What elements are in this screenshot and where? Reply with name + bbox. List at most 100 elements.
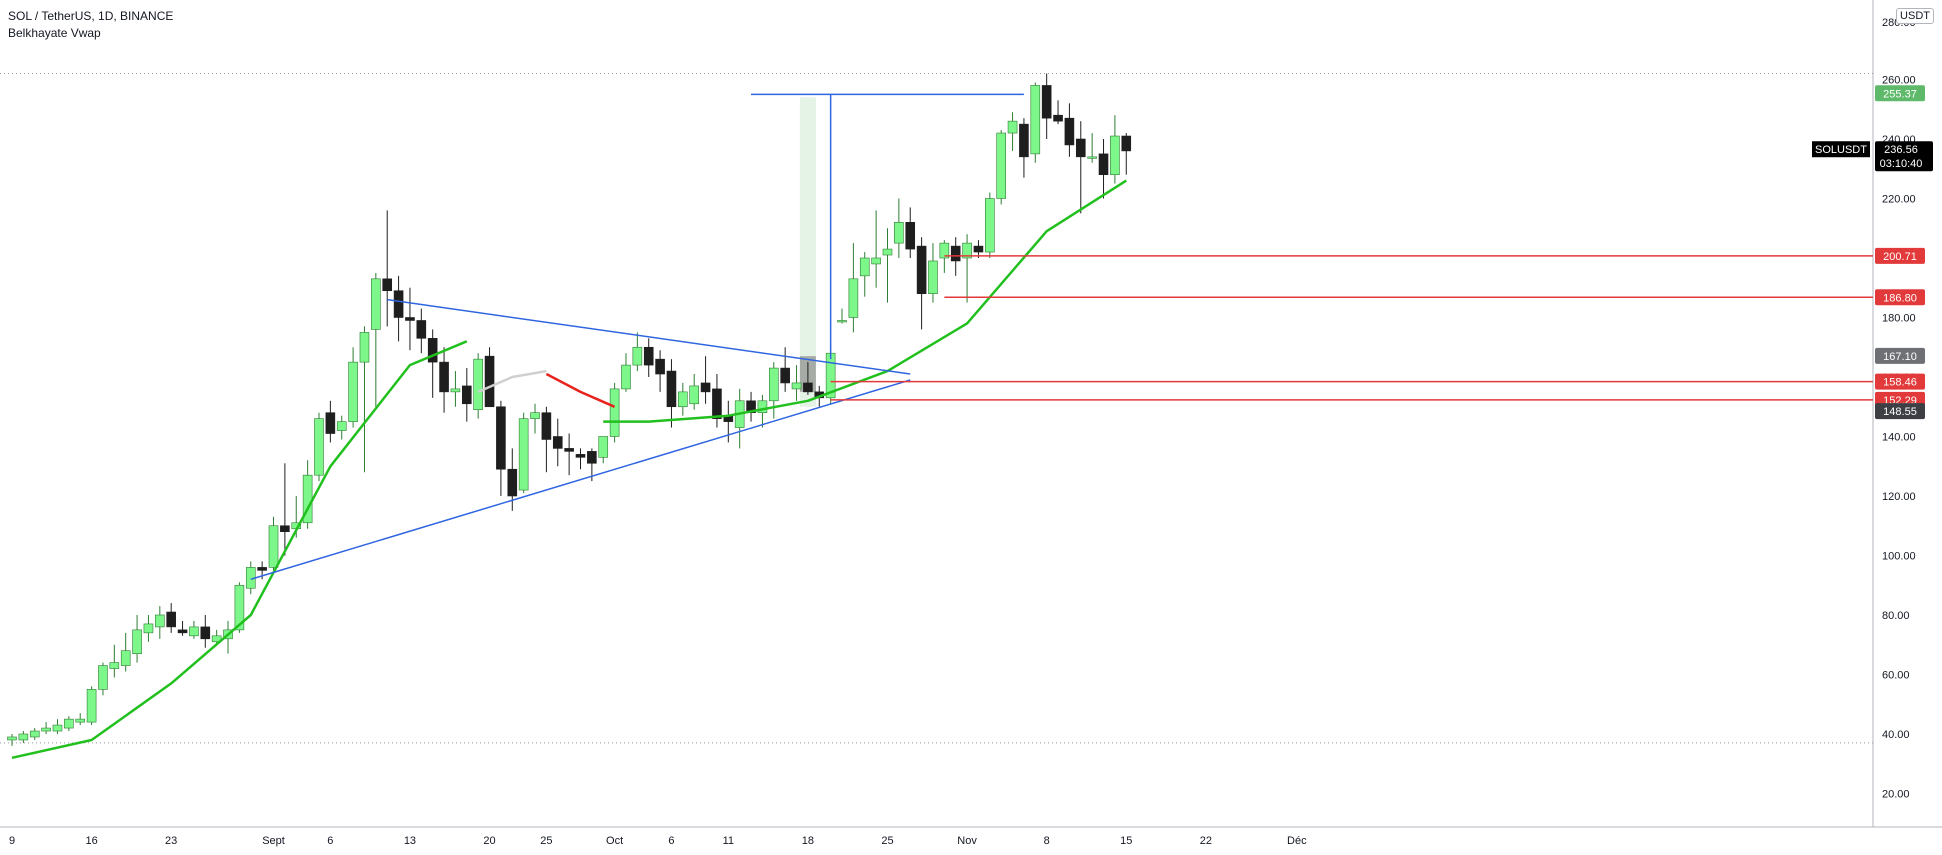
candle-body xyxy=(1007,120,1018,134)
y-tick-label: 220.00 xyxy=(1882,194,1916,206)
candle-body xyxy=(916,245,927,295)
candle xyxy=(473,353,483,419)
candle xyxy=(518,412,529,494)
candle xyxy=(1121,133,1132,175)
y-tick-label: 100.00 xyxy=(1882,551,1916,563)
candle-body xyxy=(268,525,279,568)
candle xyxy=(166,603,176,633)
candle xyxy=(155,606,165,639)
candle-body xyxy=(439,361,449,393)
candle xyxy=(552,418,563,467)
candle xyxy=(461,368,472,422)
y-tick-label: 140.00 xyxy=(1882,432,1916,444)
candle xyxy=(393,275,404,342)
candle xyxy=(1041,73,1052,139)
candle-body xyxy=(132,629,142,654)
candle xyxy=(132,615,142,663)
candle xyxy=(700,356,711,404)
candle-body xyxy=(86,689,97,723)
candle xyxy=(359,326,370,473)
candle-body xyxy=(336,421,347,431)
candle xyxy=(1030,82,1041,163)
candle-body xyxy=(507,468,518,497)
candle xyxy=(7,734,17,746)
candle-body xyxy=(950,245,961,262)
candle xyxy=(928,243,938,303)
candle-body xyxy=(166,611,176,628)
candle xyxy=(678,382,688,416)
candle xyxy=(314,412,324,482)
candle-body xyxy=(791,382,802,390)
candle xyxy=(996,130,1006,205)
x-tick-label: 22 xyxy=(1200,835,1212,847)
x-tick-label: 20 xyxy=(483,835,495,847)
candle xyxy=(371,272,381,407)
candle xyxy=(780,347,790,392)
candle xyxy=(757,394,768,428)
candle-body xyxy=(700,382,711,393)
x-tick-label: 6 xyxy=(668,835,674,847)
candle xyxy=(325,400,336,443)
candle-body xyxy=(7,736,17,741)
candle xyxy=(336,415,347,440)
x-tick-label: Nov xyxy=(957,835,977,847)
candle xyxy=(689,374,700,410)
currency-badge[interactable]: USDT xyxy=(1896,8,1934,24)
candle-body xyxy=(996,132,1006,199)
candle-body xyxy=(29,730,40,738)
candle-body xyxy=(450,388,461,393)
x-tick-label: Déc xyxy=(1287,835,1307,847)
vwap-line-grey xyxy=(477,369,547,394)
candle-body xyxy=(803,382,813,393)
candle xyxy=(1019,118,1029,178)
candle xyxy=(905,207,916,258)
symbol-title[interactable]: SOL / TetherUS, 1D, BINANCE xyxy=(8,9,174,23)
candle xyxy=(791,365,802,401)
candle xyxy=(120,632,131,672)
candle-body xyxy=(587,451,597,464)
candle-body xyxy=(1053,114,1063,122)
candle-body xyxy=(859,257,870,277)
candle xyxy=(211,629,222,645)
level-price-tag xyxy=(1875,247,1925,264)
price-tag-label: 255.37 xyxy=(1883,88,1917,100)
candle xyxy=(859,252,870,297)
level-price-tag xyxy=(1875,373,1925,390)
candle-body xyxy=(371,278,381,330)
candle xyxy=(803,362,813,395)
level-price-label: 200.71 xyxy=(1883,251,1917,263)
candle-body xyxy=(75,718,86,723)
candle xyxy=(712,374,722,428)
price-tag xyxy=(1875,403,1925,420)
indicator-name[interactable]: Belkhayate Vwap xyxy=(8,26,101,40)
candle xyxy=(598,436,609,464)
candle-body xyxy=(1075,138,1086,158)
candle xyxy=(541,406,552,473)
candle xyxy=(882,228,893,303)
candle-body xyxy=(541,412,552,440)
candle xyxy=(734,388,745,449)
candle-body xyxy=(712,388,722,419)
candle-body xyxy=(643,346,654,366)
candle-body xyxy=(416,320,427,339)
candle-body xyxy=(757,400,768,413)
candle-body xyxy=(848,278,859,318)
candle xyxy=(75,713,86,726)
candle-body xyxy=(189,626,199,637)
x-tick-label: 25 xyxy=(881,835,893,847)
candle-body xyxy=(1019,123,1029,158)
candle-body xyxy=(768,367,779,402)
y-tick-label: 260.00 xyxy=(1882,75,1916,87)
candle xyxy=(985,192,995,258)
last-price-label: 236.56 xyxy=(1884,144,1918,156)
candle-body xyxy=(1121,135,1132,152)
candle xyxy=(564,433,574,476)
candle xyxy=(41,722,51,734)
candle-body xyxy=(973,245,984,253)
candle-body xyxy=(894,222,904,244)
y-tick-label: 80.00 xyxy=(1882,610,1910,622)
candle-body xyxy=(564,448,574,452)
x-tick-label: 18 xyxy=(802,835,814,847)
candle xyxy=(1007,112,1018,151)
